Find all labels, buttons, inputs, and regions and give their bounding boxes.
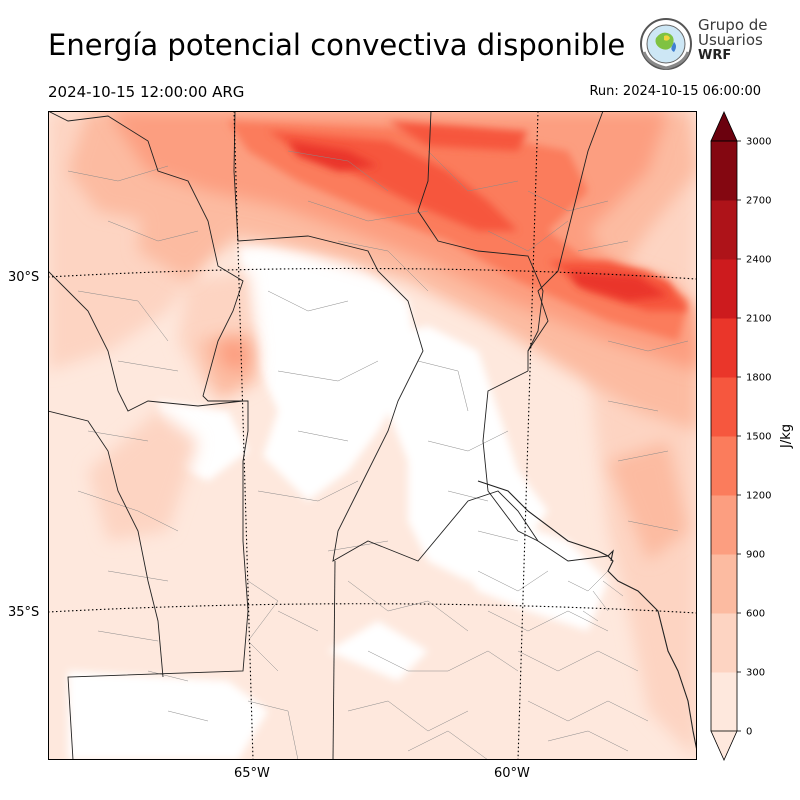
globe-logo-icon	[640, 18, 692, 70]
map-title: Energía potencial convectiva disponible	[48, 28, 626, 62]
colorbar-tick-label: 600	[746, 609, 765, 620]
colorbar-tick-label: 1200	[746, 491, 771, 502]
run-time: Run: 2024-10-15 06:00:00	[589, 84, 761, 99]
colorbar-segment	[711, 200, 737, 260]
colorbar-tick-label: 1800	[746, 373, 771, 384]
wrf-users-logo: Grupo de Usuarios WRF	[638, 16, 768, 74]
colorbar-segment	[711, 141, 737, 201]
colorbar-segment	[711, 259, 737, 319]
colorbar-tick-label: 2400	[746, 255, 771, 266]
colorbar-segment	[711, 613, 737, 673]
colorbar-extend-low	[710, 730, 738, 761]
graticule	[48, 111, 697, 760]
colorbar-segment	[711, 495, 737, 555]
colorbar-tick-label: 300	[746, 668, 765, 679]
colorbar-segment	[711, 318, 737, 378]
colorbar-extend-high	[710, 111, 738, 142]
colorbar-segment	[711, 672, 737, 732]
map-frame	[48, 111, 697, 760]
lat-label-35s: 35°S	[8, 605, 40, 620]
cape-map	[48, 111, 697, 760]
logo-line-1: Grupo de	[698, 16, 768, 34]
province-boundaries	[48, 111, 609, 760]
colorbar-tick-label: 2100	[746, 314, 771, 325]
coastline	[477, 480, 697, 752]
colorbar-tick-label: 900	[746, 550, 765, 561]
colorbar-tick-label: 0	[746, 727, 752, 738]
colorbar-unit-label: J/kg	[779, 424, 794, 449]
cape-1200-1500	[228, 121, 688, 341]
colorbar-segment	[711, 436, 737, 496]
colorbar-segment	[711, 377, 737, 437]
colorbar-tick-label: 3000	[746, 137, 771, 148]
cape-1800-2100	[288, 141, 668, 301]
colorbar-tick-label: 2700	[746, 196, 771, 207]
lon-label-65w: 65°W	[234, 766, 270, 781]
colorbar-tick-label: 1500	[746, 432, 771, 443]
logo-text: Grupo de Usuarios WRF	[698, 16, 768, 64]
cape-low-areas	[68, 241, 608, 760]
lat-label-30s: 30°S	[8, 270, 40, 285]
colorbar-segment	[711, 554, 737, 614]
logo-line-2: Usuarios	[698, 31, 763, 49]
colorbar: 0 300 600 900 1200 1500 1800 2100 2400 2700 3000 J/…	[710, 111, 794, 761]
lon-label-60w: 60°W	[494, 766, 530, 781]
department-boundaries	[67, 150, 689, 760]
logo-line-3: WRF	[698, 48, 732, 63]
valid-time: 2024-10-15 12:00:00 ARG	[48, 83, 245, 101]
